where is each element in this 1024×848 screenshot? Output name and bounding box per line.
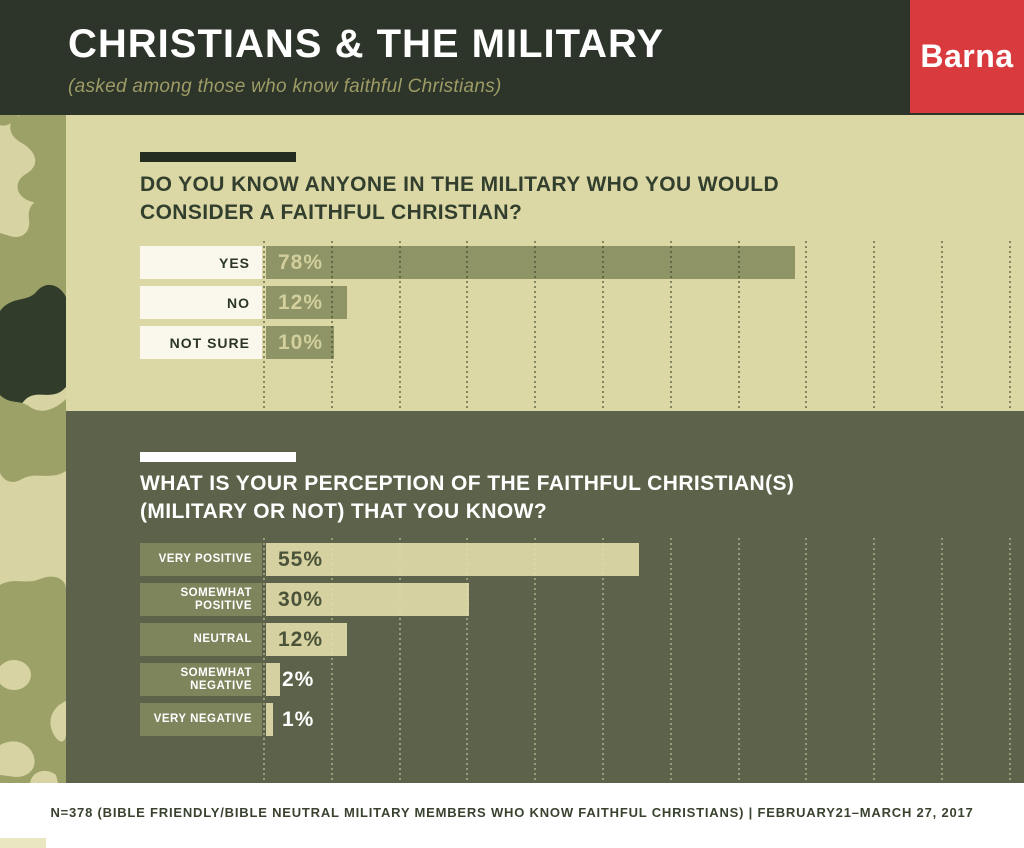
category-label: NO — [140, 286, 262, 319]
category-label: VERY POSITIVE — [140, 543, 262, 576]
chart-row: SOMEWHAT POSITIVE 30% — [140, 583, 1024, 616]
value-label: 55% — [278, 548, 324, 571]
category-label: YES — [140, 246, 262, 279]
page-subtitle: (asked among those who know faithful Chr… — [68, 76, 502, 97]
bar — [266, 663, 280, 696]
bar — [266, 703, 273, 736]
chart-row: SOMEWHAT NEGATIVE 2% — [140, 663, 1024, 696]
value-label: 12% — [278, 628, 324, 651]
header: CHRISTIANS & THE MILITARY (asked among t… — [0, 0, 1024, 115]
category-label: NEUTRAL — [140, 623, 262, 656]
question-know-military: DO YOU KNOW ANYONE IN THE MILITARY WHO Y… — [140, 173, 780, 224]
bar — [266, 286, 347, 319]
camo-corner-block — [0, 838, 46, 848]
bar-track: 12% — [266, 286, 1024, 319]
bar-track: 55% — [266, 543, 1024, 576]
bar — [266, 583, 469, 616]
footer-note: N=378 (BIBLE FRIENDLY/BIBLE NEUTRAL MILI… — [50, 805, 974, 820]
category-label: SOMEWHAT POSITIVE — [140, 583, 262, 616]
page-title: CHRISTIANS & THE MILITARY — [68, 22, 665, 66]
barna-logo-label: Barna — [920, 38, 1014, 74]
chart-row: NEUTRAL 12% — [140, 623, 1024, 656]
camo-sidebar — [0, 115, 67, 783]
category-label: NOT SURE — [140, 326, 262, 359]
camo-pattern — [0, 115, 67, 783]
bar-track: 2% — [266, 663, 1024, 696]
bar-track: 10% — [266, 326, 1024, 359]
barna-logo: Barna — [910, 0, 1024, 113]
bar — [266, 543, 639, 576]
value-label: 2% — [282, 668, 315, 691]
value-label: 30% — [278, 588, 324, 611]
value-label: 12% — [278, 291, 324, 314]
accent-bar-white — [140, 452, 296, 462]
value-label: 78% — [278, 251, 324, 274]
bar-track: 78% — [266, 246, 1024, 279]
bar-chart-perception: VERY POSITIVE 55% SOMEWHAT POSITIVE 30% … — [140, 543, 1024, 743]
value-label: 10% — [278, 331, 324, 354]
category-label: SOMEWHAT NEGATIVE — [140, 663, 262, 696]
category-label: VERY NEGATIVE — [140, 703, 262, 736]
bar-track: 30% — [266, 583, 1024, 616]
chart-row: VERY NEGATIVE 1% — [140, 703, 1024, 736]
bar — [266, 246, 795, 279]
chart-row: NOT SURE 10% — [140, 326, 1024, 359]
bar-chart-know-military: YES 78% NO 12% NOT SURE 10% — [140, 246, 1024, 366]
accent-bar-dark — [140, 152, 296, 162]
chart-row: YES 78% — [140, 246, 1024, 279]
question-perception: WHAT IS YOUR PERCEPTION OF THE FAITHFUL … — [140, 472, 795, 523]
bar — [266, 326, 334, 359]
chart-row: VERY POSITIVE 55% — [140, 543, 1024, 576]
chart-row: NO 12% — [140, 286, 1024, 319]
bar-track: 1% — [266, 703, 1024, 736]
bar-track: 12% — [266, 623, 1024, 656]
bar — [266, 623, 347, 656]
value-label: 1% — [282, 708, 315, 731]
